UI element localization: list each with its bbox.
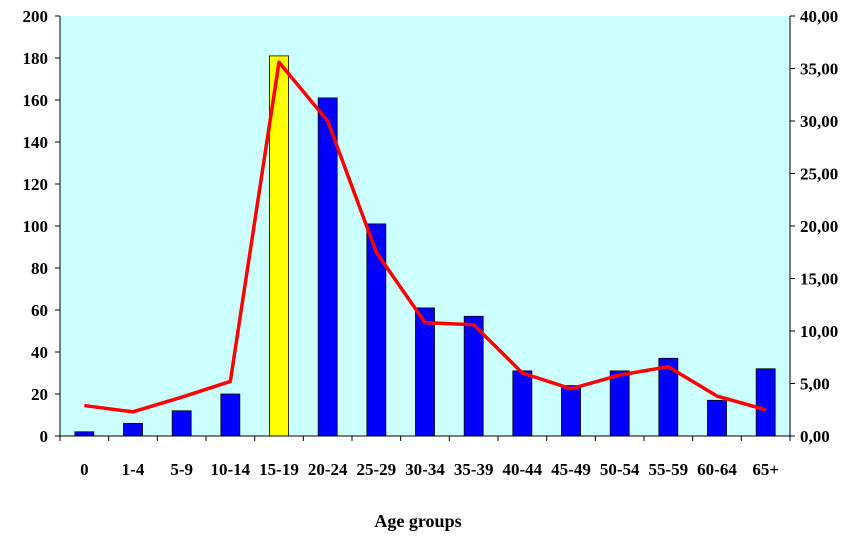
right-tick-label: 40,00 (800, 7, 838, 26)
left-tick-label: 100 (23, 217, 49, 236)
bar-30-34 (415, 307, 435, 437)
x-axis-title: Age groups (374, 511, 461, 531)
right-tick-label: 30,00 (800, 112, 838, 131)
x-tick-label: 40-44 (502, 460, 542, 479)
x-tick-label: 50-54 (600, 460, 640, 479)
bar-5-9 (171, 410, 192, 437)
x-tick-label: 55-59 (648, 460, 688, 479)
x-tick-label: 25-29 (356, 460, 396, 479)
bar-10-14 (220, 393, 241, 437)
x-tick-label: 10-14 (210, 460, 250, 479)
bar-20-24 (317, 97, 338, 437)
line-series (84, 60, 767, 414)
x-tick-label: 35-39 (454, 460, 494, 479)
right-tick-label: 0,00 (800, 427, 830, 446)
x-tick-label: 65+ (752, 460, 779, 479)
left-tick-label: 0 (40, 427, 49, 446)
right-tick-label: 20,00 (800, 217, 838, 236)
left-tick-label: 20 (31, 385, 48, 404)
x-tick-label: 45-49 (551, 460, 591, 479)
right-tick-label: 15,00 (800, 270, 838, 289)
x-axis-ticks: 0 1-4 5-9 10-14 15-19 20-24 25-29 30-34 35-39 40-… (59, 436, 791, 479)
x-tick-label: 1-4 (122, 460, 145, 479)
x-tick-label: 15-19 (259, 460, 299, 479)
left-tick-label: 80 (31, 259, 48, 278)
bar-1-4 (123, 422, 143, 437)
left-tick-label: 200 (23, 7, 49, 26)
x-tick-label: 0 (80, 460, 89, 479)
left-tick-label: 40 (31, 343, 48, 362)
left-tick-label: 160 (23, 91, 49, 110)
x-tick-label: 5-9 (170, 460, 193, 479)
left-tick-label: 140 (23, 133, 49, 152)
left-tick-label: 180 (23, 49, 49, 68)
x-tick-label: 60-64 (697, 460, 737, 479)
bar-0 (74, 431, 95, 437)
bar-60-64 (707, 399, 727, 437)
bar-50-54 (609, 370, 630, 437)
left-axis-ticks: 0 20 40 60 80 100 120 140 160 180 200 (23, 7, 60, 446)
bar-35-39 (463, 315, 484, 437)
bar-65+ (755, 368, 776, 437)
bar-40-44 (512, 370, 533, 437)
left-tick-label: 60 (31, 301, 48, 320)
bar-45-49 (561, 385, 581, 437)
bar-series (74, 55, 776, 437)
left-tick-label: 120 (23, 175, 49, 194)
x-tick-label: 20-24 (308, 460, 348, 479)
right-tick-label: 35,00 (800, 60, 838, 79)
bar-25-29 (366, 223, 387, 437)
right-tick-label: 5,00 (800, 375, 830, 394)
line-series-layer (84, 60, 767, 414)
right-axis-ticks: 0,00 5,00 10,00 15,00 20,00 25,00 30,00 35,00 40… (790, 7, 838, 446)
x-tick-label: 30-34 (405, 460, 445, 479)
right-tick-label: 25,00 (800, 165, 838, 184)
right-tick-label: 10,00 (800, 322, 838, 341)
